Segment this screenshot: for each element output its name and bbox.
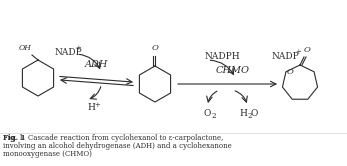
Text: O: O bbox=[304, 46, 311, 54]
Text: H: H bbox=[239, 110, 247, 119]
Text: NADP: NADP bbox=[271, 51, 299, 60]
Text: +: + bbox=[76, 44, 82, 52]
Text: involving an alcohol dehydrogenase (ADH) and a cyclohexanone: involving an alcohol dehydrogenase (ADH)… bbox=[3, 142, 232, 150]
Text: OH: OH bbox=[18, 44, 32, 52]
Text: CHMO: CHMO bbox=[215, 66, 249, 75]
Text: O: O bbox=[287, 68, 294, 76]
Text: ADH: ADH bbox=[85, 59, 108, 69]
Text: 2: 2 bbox=[211, 112, 216, 120]
Text: H: H bbox=[87, 103, 95, 113]
Text: 2: 2 bbox=[247, 112, 252, 120]
Text: +: + bbox=[95, 101, 100, 109]
Text: Fig. 1  Cascade reaction from cyclohexanol to ε-carpolactone,: Fig. 1 Cascade reaction from cyclohexano… bbox=[3, 134, 223, 142]
Text: O: O bbox=[204, 110, 211, 119]
Text: +: + bbox=[295, 48, 301, 56]
Text: monooxygenase (CHMO): monooxygenase (CHMO) bbox=[3, 150, 92, 158]
Text: O: O bbox=[251, 110, 258, 119]
Text: O: O bbox=[152, 44, 159, 52]
Text: Fig. 1: Fig. 1 bbox=[3, 134, 31, 142]
Text: NADP: NADP bbox=[54, 47, 82, 56]
Text: NADPH: NADPH bbox=[205, 51, 240, 60]
